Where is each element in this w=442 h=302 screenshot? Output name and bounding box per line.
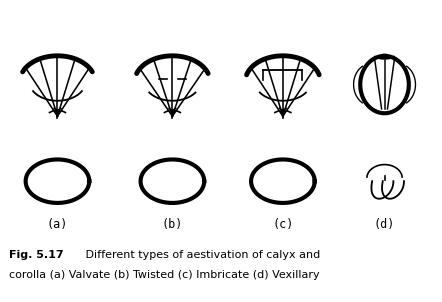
Text: (d): (d) (374, 218, 395, 232)
Text: Different types of aestivation of calyx and: Different types of aestivation of calyx … (82, 250, 320, 260)
Text: corolla (a) Valvate (b) Twisted (c) Imbricate (d) Vexillary: corolla (a) Valvate (b) Twisted (c) Imbr… (9, 270, 320, 280)
Text: (a): (a) (47, 218, 68, 232)
Text: (c): (c) (272, 218, 293, 232)
Text: Fig. 5.17: Fig. 5.17 (9, 250, 64, 260)
Text: (b): (b) (162, 218, 183, 232)
